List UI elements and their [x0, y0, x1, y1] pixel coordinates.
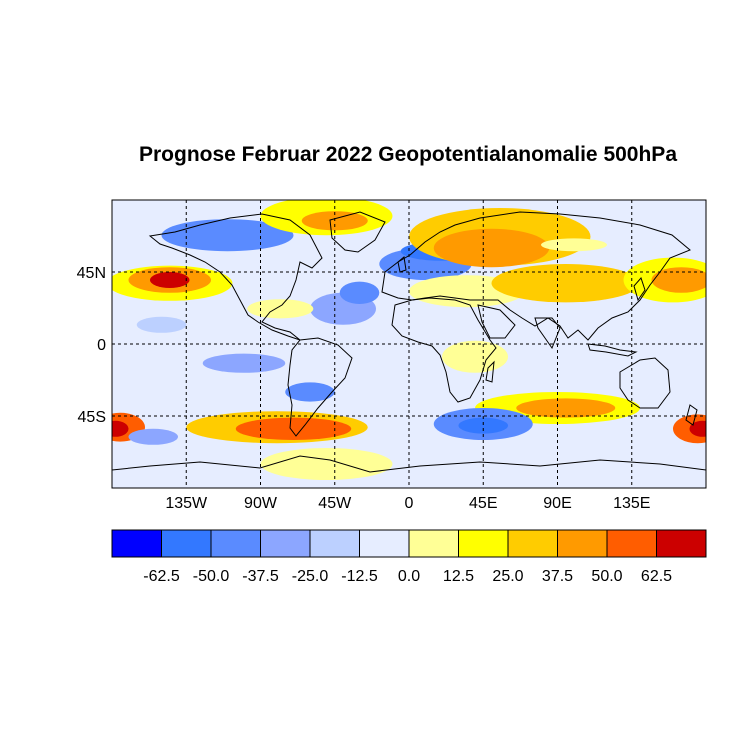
lon-tick-label: 0 [405, 495, 414, 512]
colorbar-label: -62.5 [143, 568, 180, 585]
coastlines [112, 211, 706, 473]
lon-tick-label: 90E [543, 495, 571, 512]
colorbar-swatch [161, 529, 212, 558]
colorbar-label: 0.0 [398, 568, 420, 585]
anomaly-region [339, 281, 380, 304]
lat-tick-label: 0 [97, 337, 106, 354]
lon-tick-label: 135W [165, 495, 208, 512]
colorbar-swatch [260, 529, 311, 558]
coastline-north-america [148, 213, 323, 341]
anomaly-region [128, 428, 178, 445]
lon-tick-labels: 135W 90W 45W 0 45E 90E 135E [165, 495, 650, 512]
colorbar-swatch [210, 529, 261, 558]
colorbar-label: 25.0 [492, 568, 523, 585]
coastline-indonesia [587, 343, 638, 357]
coastline-arabia [477, 304, 516, 339]
coastline-madagascar [485, 360, 495, 383]
colorbar-swatch [507, 529, 558, 558]
map-frame [111, 199, 707, 489]
map-title: Prognose Februar 2022 Geopotentialanomal… [138, 143, 677, 166]
anomaly-region [458, 417, 508, 434]
colorbar-label: 37.5 [542, 568, 573, 585]
colorbar-label: -50.0 [193, 568, 230, 585]
colorbar-swatch [111, 529, 162, 558]
colorbar-label: 12.5 [443, 568, 474, 585]
anomaly-region [202, 353, 286, 373]
anomaly-region [651, 267, 706, 293]
lon-tick-label: 45E [469, 495, 497, 512]
anomaly-region [260, 448, 393, 480]
coastline-british-isles [397, 256, 407, 273]
anomaly-region [442, 340, 508, 373]
colorbar-label: -37.5 [242, 568, 279, 585]
lon-tick-label: 90W [244, 495, 278, 512]
map-area [112, 200, 706, 488]
coastline-eurasia [381, 211, 691, 341]
anomaly-region [491, 264, 640, 303]
colorbar-swatch [408, 529, 459, 558]
anomaly-region [112, 420, 129, 437]
coastline-antarctica [112, 455, 706, 473]
colorbar-swatch [606, 529, 657, 558]
anomaly-region [136, 316, 187, 333]
coastline-south-america [287, 337, 353, 437]
lon-tick-label: 45W [318, 495, 352, 512]
colorbar-label: 50.0 [591, 568, 622, 585]
colorbar-swatch [309, 529, 360, 558]
colorbar-swatch [359, 529, 410, 558]
lat-tick-label: 45S [78, 409, 106, 426]
anomaly-region [235, 417, 352, 440]
coastline-india [534, 317, 561, 350]
anomaly-region [285, 382, 335, 402]
colorbar-labels: -62.5 -50.0 -37.5 -25.0 -12.5 0.0 12.5 25.0 37.5… [143, 568, 672, 585]
anomaly-region [541, 238, 607, 252]
anomaly-region [433, 228, 550, 268]
lat-tick-labels: 45N 0 45S [77, 265, 106, 426]
coastline-japan [633, 277, 646, 302]
coastline-africa [391, 297, 497, 403]
lon-tick-label: 135E [613, 495, 650, 512]
anomaly-region [149, 272, 190, 288]
colorbar-label: -25.0 [292, 568, 329, 585]
anomaly-region [516, 398, 616, 418]
lat-tick-label: 45N [77, 265, 106, 282]
colorbar-swatch [557, 529, 608, 558]
graticule [112, 200, 706, 488]
anomaly-region [247, 299, 314, 319]
colorbar-swatch [458, 529, 509, 558]
colorbar-swatch [656, 529, 707, 558]
colorbar [111, 529, 707, 558]
colorbar-label: -12.5 [341, 568, 378, 585]
coastline-new-zealand [685, 404, 698, 426]
anomaly-region [689, 420, 706, 437]
coastline-greenland [329, 211, 386, 253]
coastline-australia [619, 357, 671, 409]
colorbar-label: 62.5 [641, 568, 672, 585]
